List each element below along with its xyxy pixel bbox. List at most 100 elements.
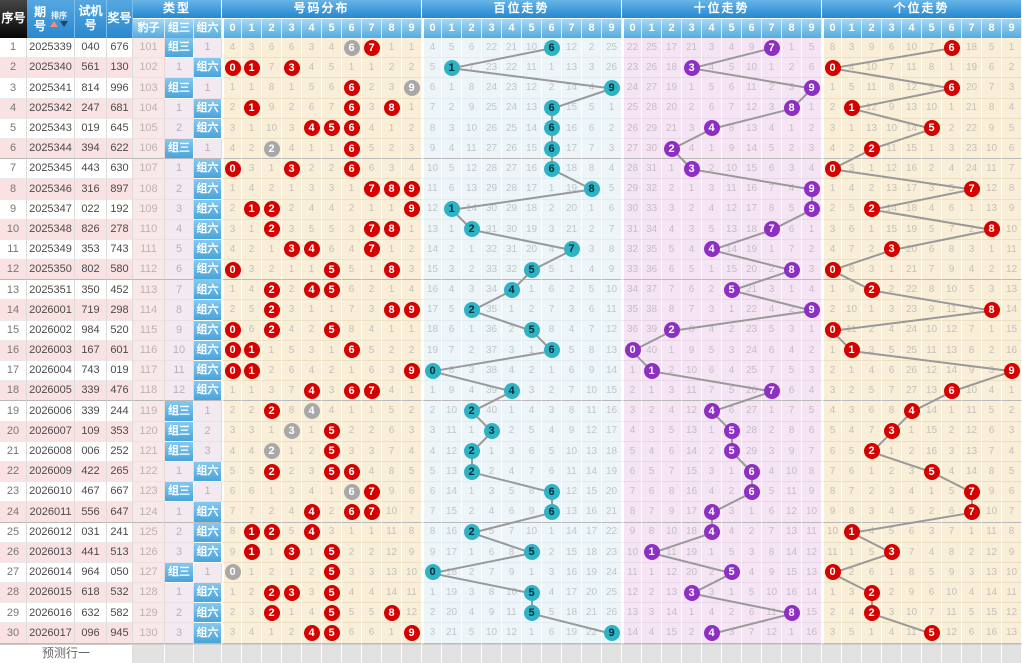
- distribution-cell: 5: [322, 461, 342, 483]
- sort-desc-icon[interactable]: [60, 20, 68, 27]
- hundreds-trend-cell: 14: [422, 239, 442, 261]
- tens-trend-cell: 5: [762, 320, 782, 341]
- hundreds-hit-circle: 6: [543, 160, 560, 177]
- tens-trend-cell: 28: [742, 421, 762, 442]
- tens-trend-cell: 9: [662, 502, 682, 523]
- hundreds-hit-circle: 7: [563, 241, 580, 258]
- units-trend-cell: 8: [822, 38, 842, 59]
- tens-trend-cell: 1: [642, 562, 662, 584]
- hundreds-trend-cell: 18: [562, 603, 582, 624]
- units-hit-circle: 8: [983, 221, 1000, 238]
- units-trend-cell: 5: [962, 280, 982, 301]
- tens-trend-cell: 3: [702, 300, 722, 321]
- hundreds-hit-circle: 2: [463, 524, 480, 541]
- distribution-cell: 2: [222, 300, 242, 321]
- hit-circle-red: 4: [303, 382, 320, 399]
- tens-hit-circle: 4: [703, 503, 720, 520]
- seq-cell: 23: [0, 482, 27, 503]
- distribution-cell: 1: [242, 219, 262, 240]
- hundreds-trend-cell: 27: [482, 138, 502, 160]
- hundreds-trend-cell: 16: [522, 159, 542, 180]
- hundreds-trend-cell: 23: [502, 78, 522, 99]
- test-number-cell: 350: [75, 280, 107, 301]
- units-trend-cell: 3: [982, 280, 1002, 301]
- tens-trend-cell: 7: [762, 38, 782, 59]
- distribution-cell: 2: [362, 280, 382, 301]
- test-number-cell: 031: [75, 522, 107, 543]
- hundreds-trend-cell: 24: [602, 562, 622, 584]
- units-trend-cell: 3: [982, 361, 1002, 382]
- distribution-cell: 2: [322, 502, 342, 523]
- distribution-cell: 6: [342, 381, 362, 402]
- footer-cell: [882, 643, 902, 663]
- hundreds-trend-cell: 6: [542, 38, 562, 59]
- zuliu-hit-cell: 组六: [194, 522, 222, 543]
- hundreds-trend-cell: 4: [442, 138, 462, 160]
- distribution-cell: 3: [382, 78, 402, 99]
- hundreds-trend-cell: 12: [602, 320, 622, 341]
- units-trend-cell: 1: [842, 522, 862, 543]
- seq-cell: 10: [0, 219, 27, 240]
- distribution-cell: 4: [362, 583, 382, 604]
- distribution-cell: 2: [382, 340, 402, 361]
- hundreds-trend-cell: 5: [502, 482, 522, 503]
- footer-cell: [662, 643, 682, 663]
- units-trend-cell: 6: [902, 522, 922, 543]
- tens-trend-cell: 4: [762, 118, 782, 139]
- hundreds-trend-cell: 21: [562, 219, 582, 240]
- distribution-cell: 9: [402, 300, 422, 321]
- units-hit-circle: 9: [1003, 362, 1020, 379]
- baozi-miss-cell: 119: [133, 401, 165, 422]
- hundreds-trend-cell: 10: [482, 623, 502, 644]
- units-trend-cell: 2: [982, 260, 1002, 281]
- test-number-cell: 561: [75, 58, 107, 79]
- distribution-cell: 4: [302, 361, 322, 382]
- zusan-miss-cell: 1: [165, 583, 194, 604]
- tens-trend-cell: 4: [702, 502, 722, 523]
- distribution-cell: 1: [282, 441, 302, 462]
- tens-trend-cell: 21: [682, 38, 702, 59]
- distribution-cell: 2: [322, 159, 342, 180]
- distribution-cell: 3: [242, 603, 262, 624]
- distribution-cell: 2: [262, 320, 282, 341]
- zusan-miss-cell: 2: [165, 603, 194, 624]
- distribution-cell: 6: [322, 239, 342, 261]
- sort-arrows[interactable]: [50, 20, 68, 27]
- hundreds-hit-circle: 2: [463, 463, 480, 480]
- tens-trend-cell: 7: [762, 381, 782, 402]
- units-trend-cell: 5: [842, 623, 862, 644]
- tens-trend-cell: 5: [722, 381, 742, 402]
- distribution-cell: 2: [222, 603, 242, 624]
- distribution-cell: 3: [322, 381, 342, 402]
- tens-trend-cell: 6: [762, 502, 782, 523]
- tens-trend-cell: 32: [622, 239, 642, 261]
- footer-cell: [482, 643, 502, 663]
- units-trend-cell: 4: [822, 138, 842, 160]
- units-trend-cell: 21: [902, 260, 922, 281]
- hundreds-trend-cell: 13: [462, 179, 482, 200]
- units-trend-cell: 8: [982, 461, 1002, 483]
- units-trend-cell: 2: [882, 461, 902, 483]
- hundreds-trend-cell: 2: [562, 280, 582, 301]
- distribution-cell: 1: [342, 179, 362, 200]
- hit-circle-red: 6: [343, 503, 360, 520]
- distribution-cell: 6: [342, 138, 362, 160]
- units-trend-cell: 4: [982, 381, 1002, 402]
- units-trend-cell: 2: [822, 361, 842, 382]
- units-trend-cell: 1: [1002, 381, 1022, 402]
- tens-trend-cell: 6: [702, 98, 722, 119]
- sort-control[interactable]: 排序: [50, 11, 68, 27]
- prize-number-cell: 298: [107, 300, 133, 321]
- test-number-cell: 167: [75, 340, 107, 361]
- hundreds-trend-cell: 4: [542, 239, 562, 261]
- tens-trend-cell: 21: [742, 280, 762, 301]
- repeat-hit-circle-gray: 6: [343, 39, 360, 56]
- hundreds-trend-cell: 5: [522, 421, 542, 442]
- hundreds-trend-cell: 7: [522, 461, 542, 483]
- hundreds-trend-cell: 1: [462, 239, 482, 261]
- units-trend-cell: 2: [862, 199, 882, 220]
- tens-trend-cell: 4: [702, 239, 722, 261]
- sort-asc-icon[interactable]: [50, 20, 58, 27]
- hundreds-trend-cell: 7: [502, 522, 522, 543]
- units-trend-cell: 6: [942, 381, 962, 402]
